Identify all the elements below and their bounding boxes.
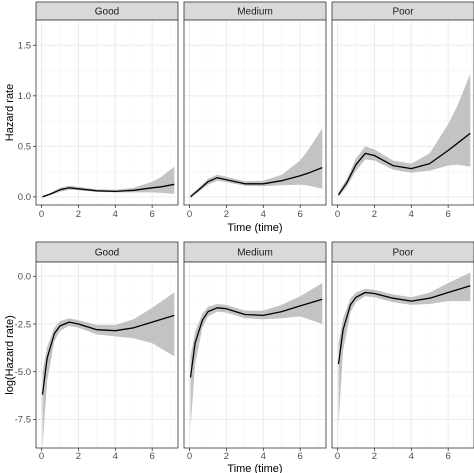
x-tick-label: 2 <box>224 209 229 220</box>
x-tick-label: 0 <box>39 209 44 220</box>
series-line-good <box>42 183 175 198</box>
x-tick-label: 2 <box>224 451 229 462</box>
facet-panel-medium: Medium 0 2 4 6 <box>183 241 327 462</box>
facet-strip-label: Good <box>95 7 119 18</box>
y-tick-label: 1.5 <box>18 41 31 52</box>
plot-area <box>184 262 326 448</box>
x-tick-label: 2 <box>76 209 81 220</box>
confidence-ribbon-medium <box>190 128 323 197</box>
panel-border <box>183 19 327 206</box>
x-tick-label: 0 <box>187 209 192 220</box>
facet-strip-label: Medium <box>237 7 273 18</box>
x-tick-label: 6 <box>298 209 303 220</box>
series-line-poor <box>337 132 471 196</box>
facet-strip-label: Poor <box>392 248 414 259</box>
x-tick-label: 6 <box>150 451 155 462</box>
y-tick-label: 1.0 <box>18 91 31 102</box>
x-tick-label: 0 <box>335 451 340 462</box>
x-tick-label: 2 <box>372 209 377 220</box>
confidence-ribbon-good <box>42 292 175 448</box>
chart-hazard-rate: Hazard rate Time (time) Good 0 2 4 6 0.0 0.5 1.0 1… <box>4 1 474 234</box>
plot-area <box>332 20 474 205</box>
facet-panel-medium: Medium 0 2 4 6 <box>183 1 327 220</box>
x-tick-label: 6 <box>446 209 451 220</box>
y-tick-label: 0.0 <box>18 272 31 283</box>
y-tick-label: -2.5 <box>15 319 31 330</box>
facet-panel-poor: Poor 0 2 4 6 <box>331 1 474 220</box>
y-tick-label: -5.0 <box>15 367 31 378</box>
x-tick-label: 4 <box>261 451 266 462</box>
panel-border <box>35 19 179 206</box>
confidence-ribbon-medium <box>190 283 323 429</box>
panel-border <box>183 261 327 449</box>
x-tick-label: 2 <box>76 451 81 462</box>
plot-area <box>36 20 178 205</box>
x-tick-label: 4 <box>409 209 414 220</box>
x-tick-label: 6 <box>298 451 303 462</box>
x-tick-label: 2 <box>372 451 377 462</box>
series-line-medium <box>190 166 323 198</box>
x-tick-label: 4 <box>409 451 414 462</box>
x-tick-label: 0 <box>39 451 44 462</box>
facet-panel-good: Good 0 2 4 6 0.0 0.5 1.0 1.5 <box>18 1 179 220</box>
x-tick-label: 0 <box>187 451 192 462</box>
x-tick-label: 4 <box>113 451 118 462</box>
x-axis-title: Time (time) <box>227 222 282 234</box>
facet-panel-poor: Poor 0 2 4 6 <box>331 241 474 462</box>
y-tick-label: 0.0 <box>18 192 31 203</box>
confidence-ribbon-poor <box>338 272 471 426</box>
y-tick-label: -7.5 <box>15 415 31 426</box>
plot-area <box>36 262 178 448</box>
x-tick-label: 6 <box>446 451 451 462</box>
series-line-poor <box>337 285 471 365</box>
facet-strip-label: Medium <box>237 248 273 259</box>
series-line-medium <box>189 298 323 378</box>
panel-border <box>331 261 474 449</box>
y-tick-label: 0.5 <box>18 142 31 153</box>
y-axis-title: log(Hazard rate) <box>4 315 16 394</box>
facet-strip-label: Good <box>95 248 119 259</box>
x-tick-label: 4 <box>261 209 266 220</box>
panel-border <box>35 261 179 449</box>
confidence-ribbon-poor <box>338 73 471 197</box>
x-tick-label: 0 <box>335 209 340 220</box>
x-tick-label: 4 <box>113 209 118 220</box>
facet-strip-label: Poor <box>392 7 414 18</box>
series-line-good <box>41 314 175 395</box>
x-tick-label: 6 <box>150 209 155 220</box>
chart-log-hazard-rate: log(Hazard rate) Time (time) Good 0 2 4 6 0.0 -2… <box>4 241 474 473</box>
x-axis-title: Time (time) <box>227 463 282 473</box>
y-axis-title: Hazard rate <box>4 84 16 141</box>
panel-border <box>331 19 474 206</box>
facet-panel-good: Good 0 2 4 6 0.0 -2.5 -5.0 -7.5 <box>15 241 179 462</box>
